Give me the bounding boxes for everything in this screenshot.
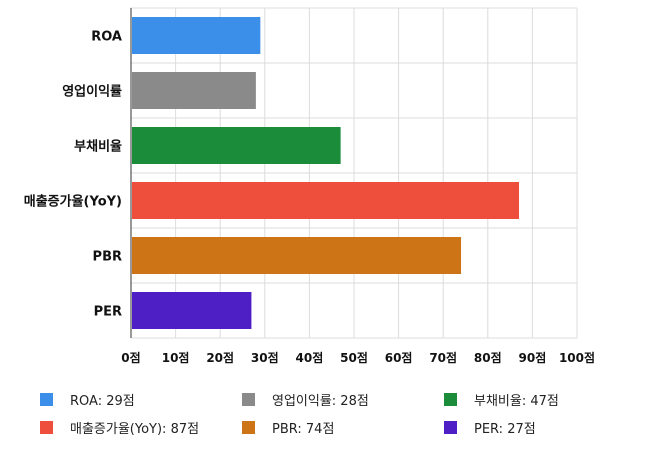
category-label: PBR (93, 250, 122, 265)
x-tick-label: 40점 (296, 350, 324, 365)
legend-label: PER: 27점 (474, 421, 536, 437)
legend-item: ROA: 29점 (40, 390, 242, 409)
bar-2 (132, 127, 341, 164)
legend-label: PBR: 74점 (272, 421, 335, 437)
category-label: 매출증가율(YoY) (24, 194, 122, 210)
legend-swatch (40, 420, 53, 434)
category-label: ROA (91, 30, 122, 45)
x-tick-label: 80점 (474, 350, 502, 365)
legend-item: PER: 27점 (444, 418, 640, 437)
legend-swatch (40, 392, 53, 406)
legend-label: 영업이익률: 28점 (272, 393, 369, 409)
legend-item: PBR: 74점 (242, 418, 444, 437)
bar-chart: 0점 10점 20점 30점 40점 50점 60점 70점 80점 90점 100점 ROA 영업이익… (24, 7, 595, 365)
bar-1 (132, 72, 256, 109)
legend-item: 매출증가율(YoY): 87점 (40, 418, 242, 437)
x-tick-label: 50점 (340, 350, 368, 365)
x-tick-label: 60점 (385, 350, 413, 365)
legend-swatch (444, 392, 457, 406)
legend-label: 매출증가율(YoY): 87점 (70, 421, 200, 437)
x-tick-label: 100점 (559, 350, 595, 365)
bar-4 (132, 237, 462, 274)
category-label: PER (94, 305, 122, 320)
legend-item: 부채비율: 47점 (444, 390, 640, 409)
legend-label: 부채비율: 47점 (474, 393, 559, 409)
x-tick-label: 0점 (121, 350, 140, 365)
x-tick-label: 70점 (429, 350, 457, 365)
category-label: 부채비율 (74, 139, 122, 155)
bar-5 (132, 292, 252, 329)
legend-swatch (242, 420, 255, 434)
legend-swatch (242, 392, 255, 406)
category-label: 영업이익률 (62, 84, 122, 100)
x-tick-label: 20점 (206, 350, 234, 365)
legend-label: ROA: 29점 (70, 393, 135, 409)
bar-0 (132, 17, 261, 54)
legend-item: 영업이익률: 28점 (242, 390, 444, 409)
x-tick-label: 90점 (519, 350, 547, 365)
x-tick-label: 30점 (251, 350, 279, 365)
legend-swatch (444, 420, 457, 434)
bar-3 (132, 182, 520, 219)
x-tick-label: 10점 (162, 350, 190, 365)
